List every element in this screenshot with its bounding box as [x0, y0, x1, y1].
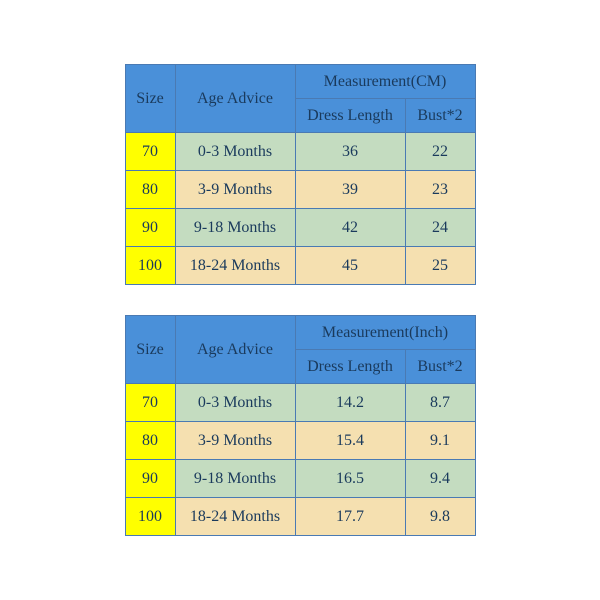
- cell-age: 18-24 Months: [175, 498, 295, 536]
- size-chart-cm: Size Age Advice Measurement(CM) Dress Le…: [125, 64, 476, 285]
- header-dress: Dress Length: [295, 350, 405, 384]
- cell-bust: 9.1: [405, 422, 475, 460]
- cell-size: 90: [125, 460, 175, 498]
- cell-size: 70: [125, 133, 175, 171]
- cell-age: 0-3 Months: [175, 384, 295, 422]
- cell-dress: 42: [295, 209, 405, 247]
- cell-dress: 16.5: [295, 460, 405, 498]
- cell-dress: 39: [295, 171, 405, 209]
- cell-bust: 8.7: [405, 384, 475, 422]
- table-row: 90 9-18 Months 16.5 9.4: [125, 460, 475, 498]
- header-measurement-group: Measurement(CM): [295, 65, 475, 99]
- cell-size: 100: [125, 247, 175, 285]
- table-row: 80 3-9 Months 15.4 9.1: [125, 422, 475, 460]
- cell-age: 0-3 Months: [175, 133, 295, 171]
- cell-size: 70: [125, 384, 175, 422]
- cell-bust: 22: [405, 133, 475, 171]
- header-dress: Dress Length: [295, 99, 405, 133]
- header-size: Size: [125, 65, 175, 133]
- cell-size: 90: [125, 209, 175, 247]
- cell-bust: 23: [405, 171, 475, 209]
- cell-bust: 25: [405, 247, 475, 285]
- header-bust: Bust*2: [405, 99, 475, 133]
- cell-dress: 36: [295, 133, 405, 171]
- header-age: Age Advice: [175, 65, 295, 133]
- cell-dress: 17.7: [295, 498, 405, 536]
- cell-bust: 9.8: [405, 498, 475, 536]
- size-chart-inch: Size Age Advice Measurement(Inch) Dress …: [125, 315, 476, 536]
- header-bust: Bust*2: [405, 350, 475, 384]
- cell-size: 100: [125, 498, 175, 536]
- header-age: Age Advice: [175, 316, 295, 384]
- table-row: 100 18-24 Months 17.7 9.8: [125, 498, 475, 536]
- cell-size: 80: [125, 422, 175, 460]
- cell-bust: 9.4: [405, 460, 475, 498]
- cell-bust: 24: [405, 209, 475, 247]
- header-measurement-group: Measurement(Inch): [295, 316, 475, 350]
- cell-age: 3-9 Months: [175, 171, 295, 209]
- cell-age: 18-24 Months: [175, 247, 295, 285]
- header-size: Size: [125, 316, 175, 384]
- table-row: 80 3-9 Months 39 23: [125, 171, 475, 209]
- table-row: 70 0-3 Months 36 22: [125, 133, 475, 171]
- table-row: 70 0-3 Months 14.2 8.7: [125, 384, 475, 422]
- cell-dress: 14.2: [295, 384, 405, 422]
- cell-age: 9-18 Months: [175, 209, 295, 247]
- cell-size: 80: [125, 171, 175, 209]
- cell-age: 3-9 Months: [175, 422, 295, 460]
- cell-dress: 15.4: [295, 422, 405, 460]
- cell-dress: 45: [295, 247, 405, 285]
- table-row: 100 18-24 Months 45 25: [125, 247, 475, 285]
- table-row: 90 9-18 Months 42 24: [125, 209, 475, 247]
- cell-age: 9-18 Months: [175, 460, 295, 498]
